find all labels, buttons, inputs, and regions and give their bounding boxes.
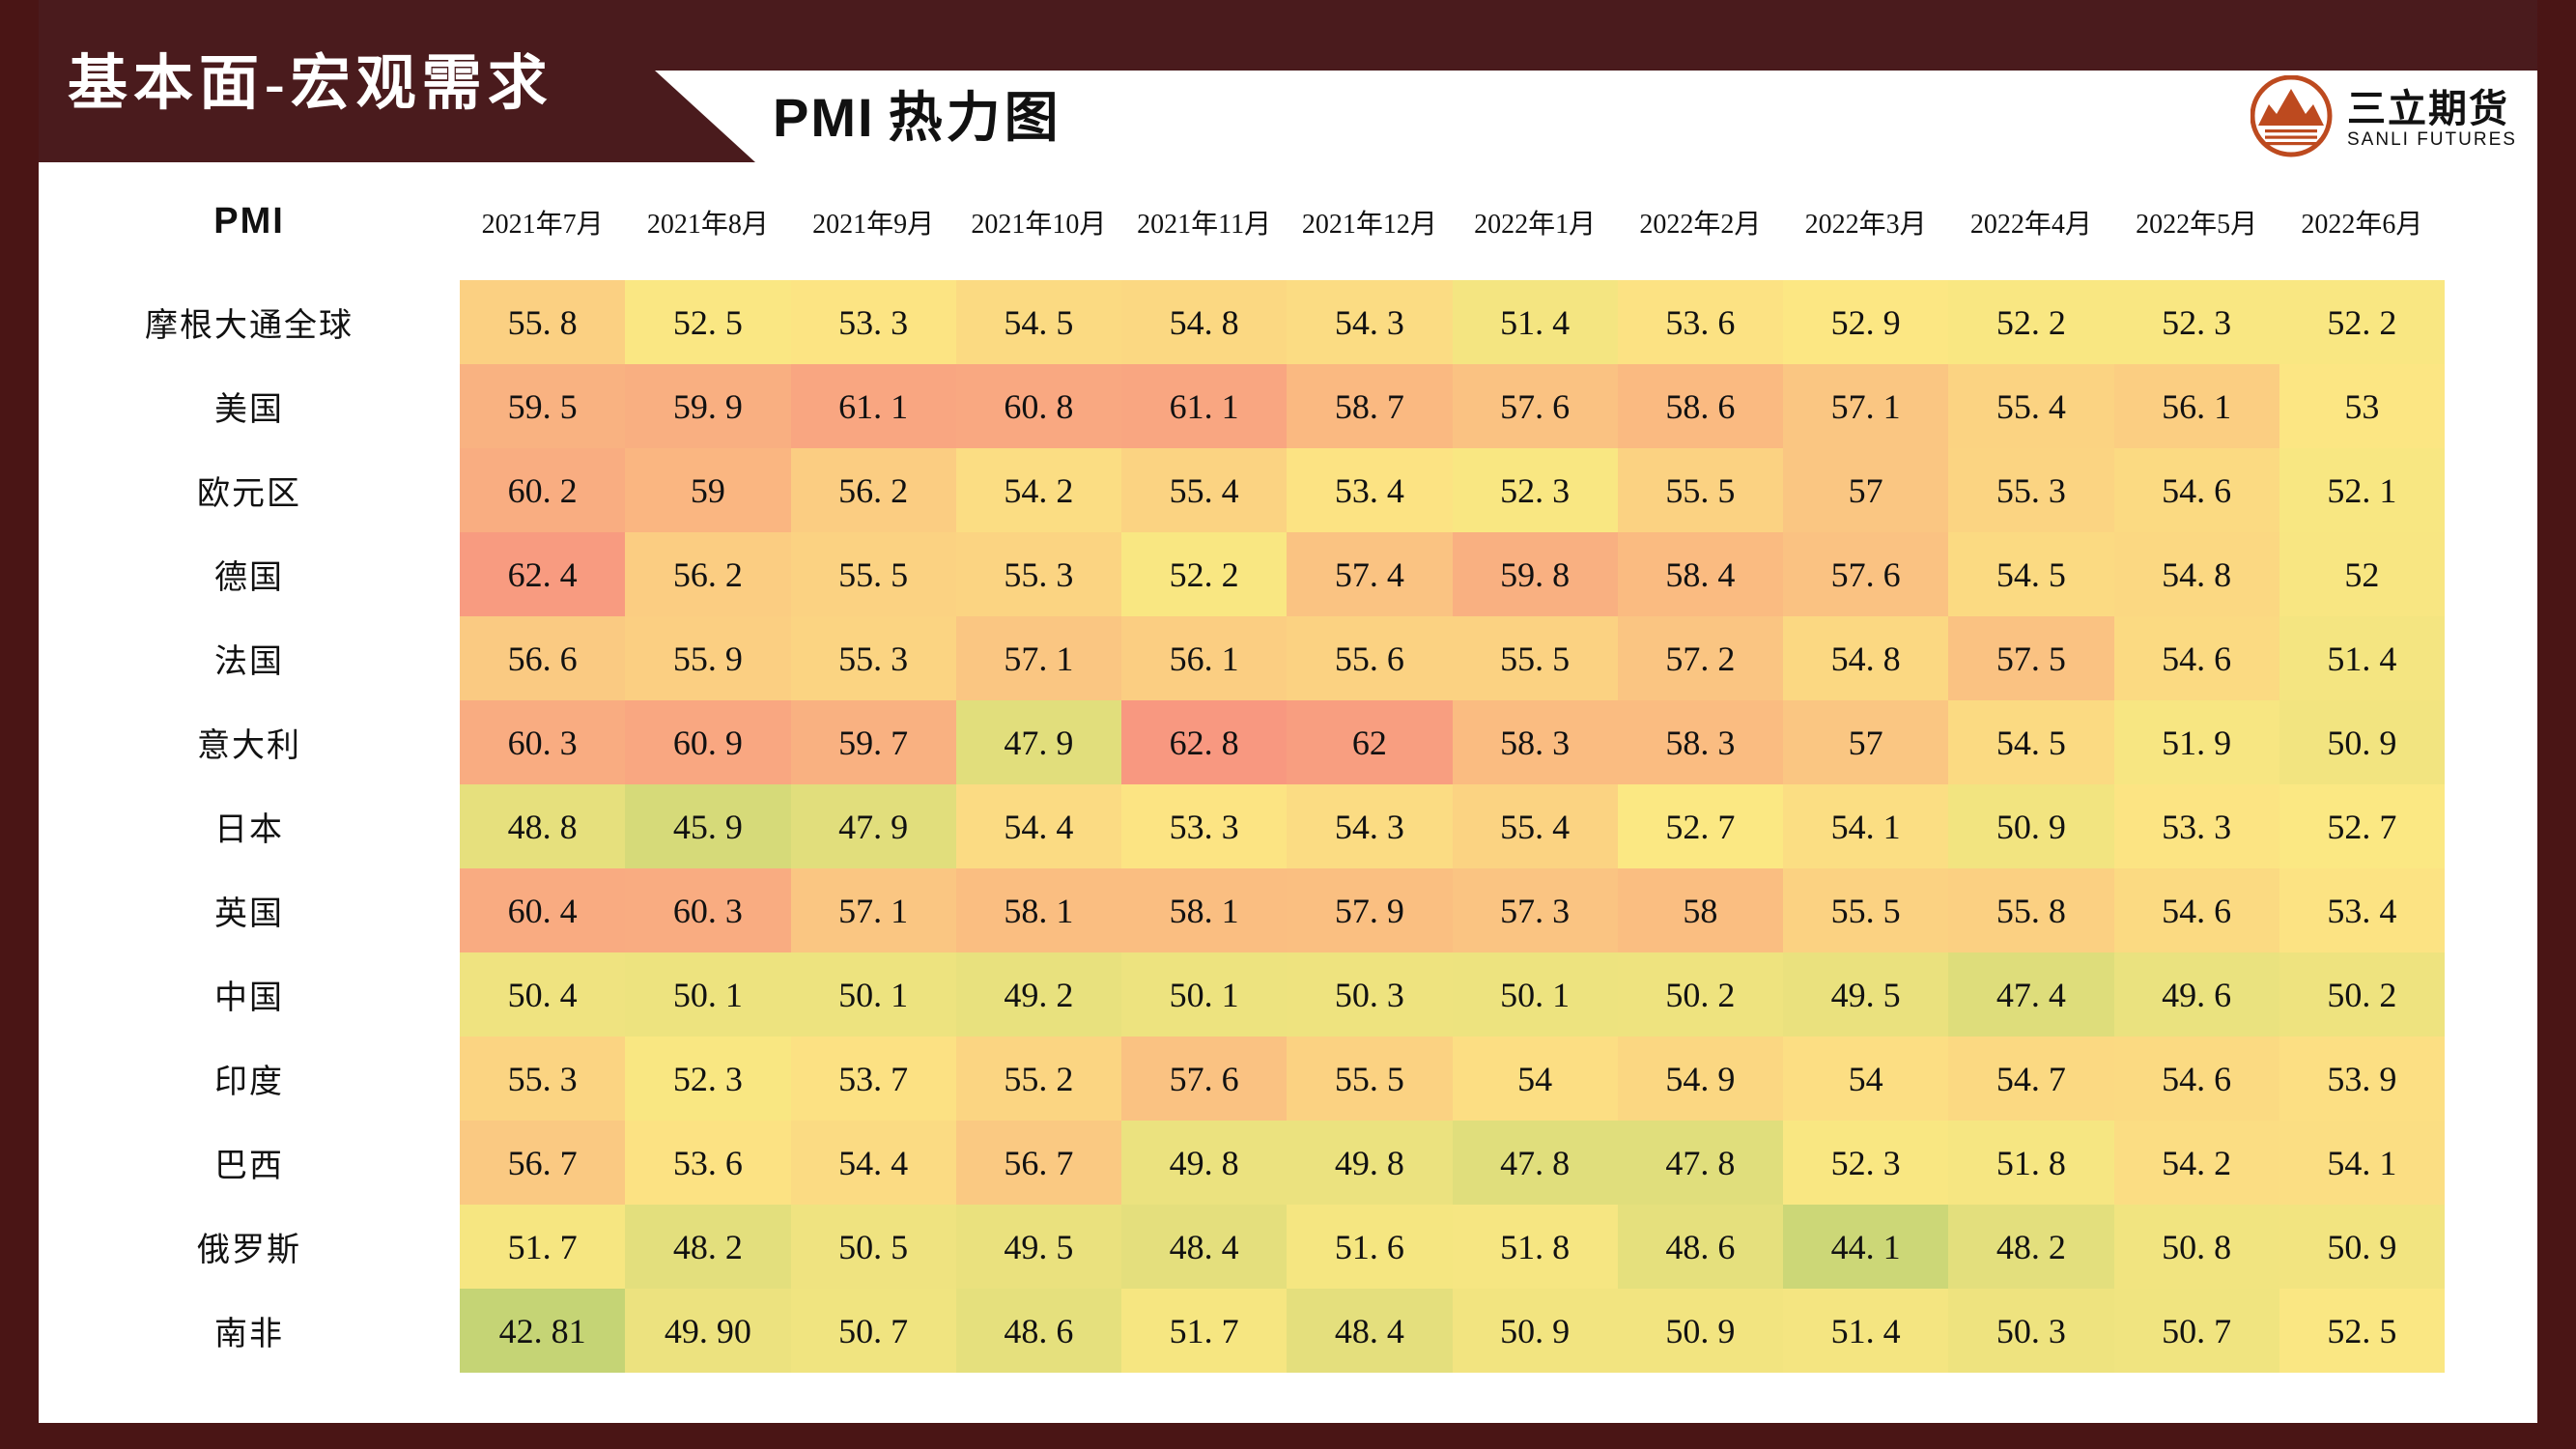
svg-text:SANLI FUTURES: SANLI FUTURES [2347, 129, 2517, 150]
svg-text:三立期货: 三立期货 [2347, 87, 2509, 130]
